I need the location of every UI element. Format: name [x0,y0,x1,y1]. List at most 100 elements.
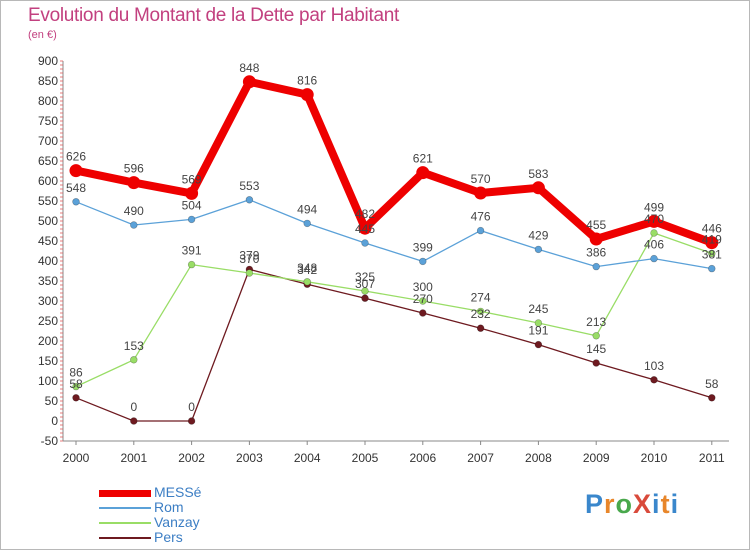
x-tick-label: 2000 [63,451,90,465]
data-point-mess [127,176,141,190]
y-tick-label: 600 [38,174,58,188]
data-point-mess [185,186,199,200]
data-point-mess [589,232,603,246]
data-label-mess: 583 [528,167,548,181]
series-line-mess [72,77,716,247]
data-label-pers: 307 [355,277,375,291]
data-point-vanzay [650,229,658,237]
data-point-vanzay [419,297,427,305]
data-point-rom [187,215,196,224]
data-point-vanzay [361,287,369,295]
data-label-vanzay: 153 [124,339,144,353]
data-point-mess [705,236,719,250]
data-point-pers [361,294,369,302]
data-point-vanzay [534,319,543,327]
y-tick-label: 150 [38,354,58,368]
x-tick-label: 2005 [352,451,379,465]
data-label-pers: 379 [239,248,259,262]
data-label-mess: 848 [239,61,259,75]
x-tick-label: 2003 [236,451,263,465]
data-label-pers: 103 [644,359,664,373]
data-point-pers [476,324,485,332]
y-tick-label: 50 [45,394,59,408]
data-point-rom [650,254,658,263]
data-label-rom: 548 [66,181,86,195]
legend-item-rom: Rom [99,500,319,516]
y-tick-label: 450 [38,234,58,248]
data-point-rom [708,264,716,273]
data-label-pers: 145 [586,342,606,356]
data-label-rom: 504 [182,198,202,212]
data-point-mess [358,221,372,235]
data-label-vanzay: 419 [702,232,722,246]
legend-label-pers: Pers [154,529,183,545]
data-point-vanzay [592,332,600,340]
data-point-rom [361,239,369,247]
data-point-pers [130,417,138,425]
data-label-vanzay: 470 [644,212,664,226]
series-line-rom [75,199,713,270]
data-point-mess [416,166,430,180]
data-point-mess [531,181,545,195]
data-point-vanzay [476,307,485,316]
data-label-mess: 570 [471,172,491,186]
data-label-vanzay: 391 [182,244,202,258]
data-label-pers: 0 [130,400,137,414]
data-point-rom [476,226,485,235]
legend-item-pers: Pers [99,530,319,546]
data-label-pers: 342 [297,263,317,277]
y-tick-label: -50 [41,434,59,448]
legend-swatch-vanzay [99,522,151,524]
data-label-rom: 494 [297,202,317,216]
data-point-pers [419,309,427,317]
y-tick-label: 800 [38,94,58,108]
x-tick-label: 2006 [409,451,436,465]
data-point-vanzay [245,269,254,277]
data-point-rom [72,198,80,206]
legend-label-rom: Rom [154,499,184,515]
data-label-mess: 482 [355,207,375,221]
data-point-rom [245,196,254,204]
data-point-vanzay [303,278,311,286]
data-label-mess: 626 [66,150,86,164]
data-point-pers [592,359,600,367]
data-point-pers [187,417,196,425]
y-tick-label: 900 [38,54,58,68]
x-tick-label: 2011 [699,451,725,465]
data-label-mess: 455 [586,218,606,232]
data-label-mess: 816 [297,74,317,88]
y-tick-label: 100 [38,374,58,388]
legend-label-messe: MESSé [154,484,202,500]
y-tick-label: 0 [51,414,58,428]
data-label-rom: 429 [528,228,548,242]
data-point-rom [419,257,427,266]
y-tick-label: 550 [38,194,58,208]
y-tick-label: 650 [38,154,58,168]
data-label-pers: 191 [528,324,548,338]
x-tick-label: 2009 [583,451,610,465]
legend-item-vanzay: Vanzay [99,515,319,531]
data-label-vanzay: 213 [586,315,606,329]
data-label-vanzay: 86 [69,366,83,380]
chart-title: Evolution du Montant de la Dette par Hab… [28,5,399,26]
legend-item-messe: MESSé [99,485,319,501]
x-tick-label: 2007 [467,451,494,465]
y-tick-label: 850 [38,74,58,88]
legend-swatch-rom [99,507,151,509]
data-label-pers: 0 [188,400,195,414]
x-tick-label: 2008 [525,451,552,465]
data-point-mess [647,214,661,228]
data-point-rom [534,245,543,254]
legend-label-vanzay: Vanzay [154,514,200,530]
data-point-mess [69,164,83,178]
data-label-mess: 499 [644,200,664,214]
data-label-pers: 58 [69,377,83,391]
x-tick-label: 2004 [294,451,321,465]
data-point-pers [708,394,716,402]
legend-swatch-pers [99,537,151,539]
data-label-rom: 406 [644,238,664,252]
data-point-vanzay [187,260,196,269]
data-point-vanzay [708,249,716,258]
data-label-rom: 553 [239,179,259,193]
x-tick-label: 2010 [641,451,668,465]
